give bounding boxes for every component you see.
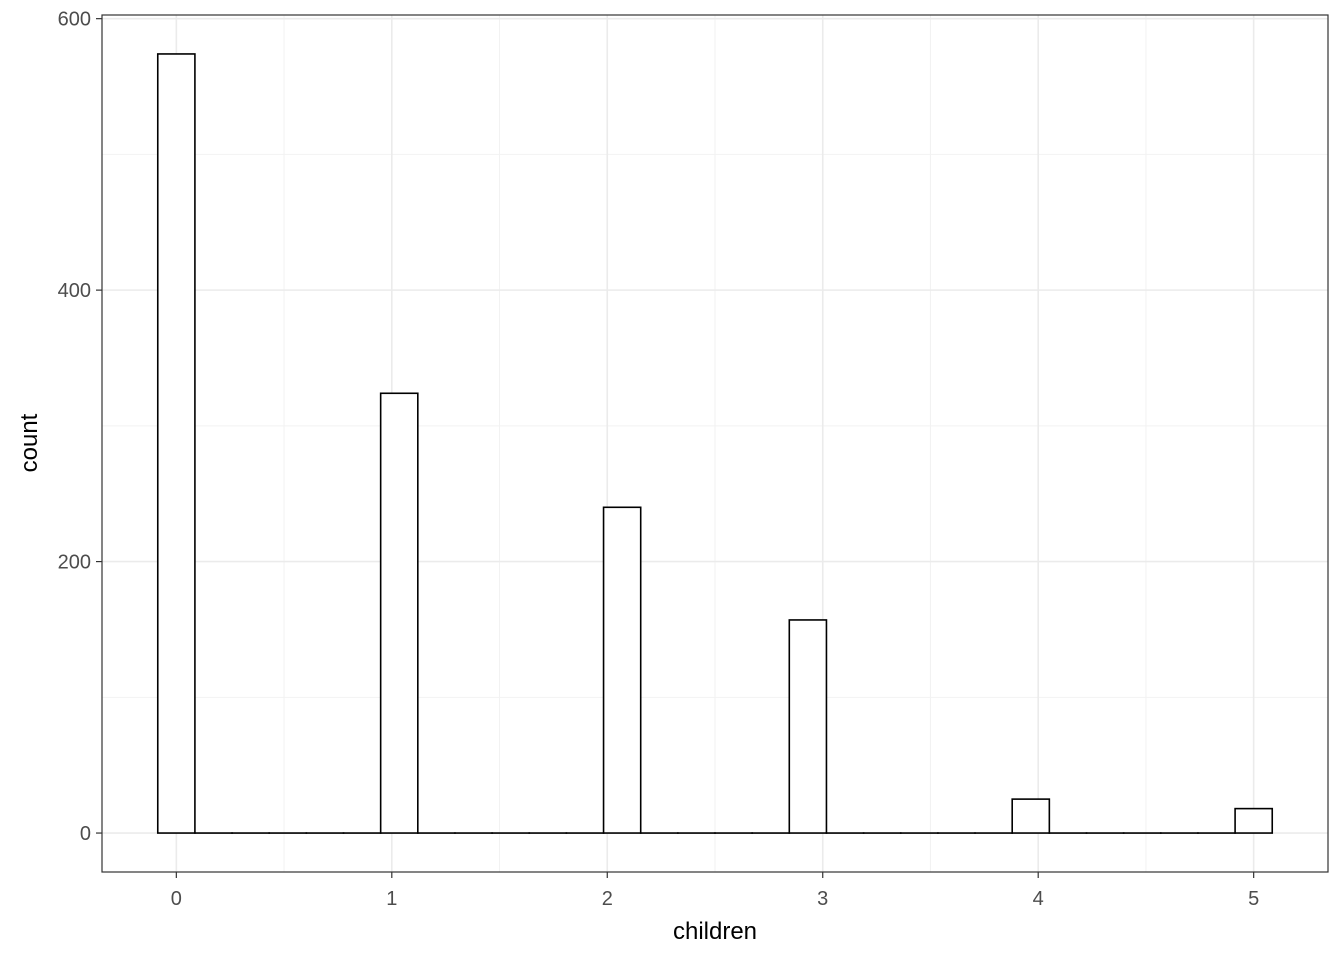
x-tick-label: 3 <box>817 888 828 910</box>
bars <box>156 53 1274 834</box>
y-axis-title: count <box>16 413 43 472</box>
grid <box>102 15 1328 872</box>
y-tick-label: 400 <box>58 280 91 302</box>
x-axis: 0 1 2 3 4 5 <box>171 872 1259 910</box>
y-tick-label: 600 <box>58 9 91 31</box>
panel-border <box>101 14 1329 873</box>
histogram-bar <box>379 392 419 834</box>
histogram-bar <box>1011 798 1051 834</box>
histogram-bar <box>156 53 196 834</box>
x-tick-label: 5 <box>1248 888 1259 910</box>
y-tick-label: 200 <box>58 552 91 574</box>
y-tick-label: 0 <box>80 823 91 845</box>
x-tick-label: 0 <box>171 888 182 910</box>
x-tick-label: 4 <box>1033 888 1044 910</box>
histogram-bar <box>602 506 642 834</box>
x-tick-label: 2 <box>602 888 613 910</box>
y-axis: 0 200 400 600 <box>58 9 102 845</box>
histogram-bar <box>788 619 828 834</box>
histogram-bar <box>1234 807 1274 834</box>
x-tick-label: 1 <box>386 888 397 910</box>
x-axis-title: children <box>673 918 757 945</box>
